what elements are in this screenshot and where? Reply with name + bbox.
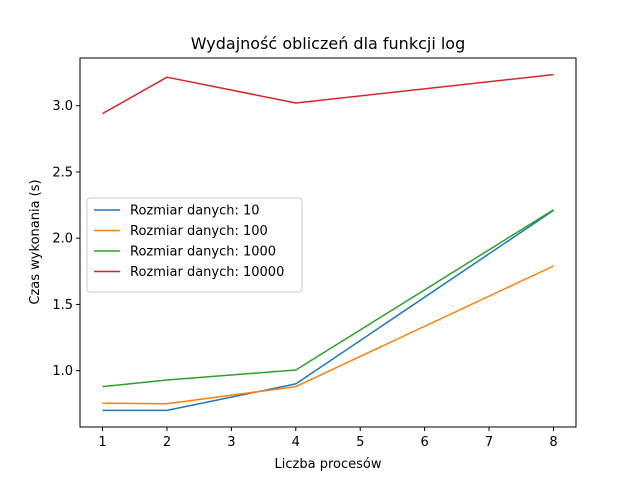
series-line-2 [102,265,554,405]
x-tick-label: 7 [485,435,493,450]
x-tick-label: 2 [163,435,171,450]
series-line-3 [102,209,554,388]
x-tick-label: 3 [227,435,235,450]
y-tick-label: 2.5 [52,165,73,180]
legend-entry: Rozmiar danych: 10 [130,204,260,219]
legend-entry: Rozmiar danych: 1000 [130,245,276,260]
x-axis-ticks: 1 2 3 4 5 6 7 8 [98,427,558,450]
legend-entry: Rozmiar danych: 100 [130,224,268,239]
legend: Rozmiar danych: 10 Rozmiar danych: 100 Roz… [86,197,303,293]
y-tick-label: 1.0 [52,364,73,379]
x-tick-label: 6 [420,435,428,450]
x-axis-label: Liczba procesów [275,457,382,472]
chart-title: Wydajność obliczeń dla funkcji log [191,34,466,53]
legend-box [86,197,303,293]
y-tick-label: 3.0 [52,99,73,114]
y-tick-label: 2.0 [52,232,73,247]
series-line-4 [102,73,554,115]
x-tick-label: 5 [356,435,364,450]
x-tick-label: 1 [98,435,106,450]
x-tick-label: 8 [549,435,557,450]
series-line-1 [102,209,554,412]
y-axis-label: Czas wykonania (s) [28,179,43,304]
y-tick-label: 1.5 [52,298,73,313]
x-tick-label: 4 [292,435,300,450]
plot-frame [79,57,577,428]
plot-lines [102,73,554,412]
legend-entry: Rozmiar danych: 10000 [130,265,284,280]
y-axis-ticks: 1.0 1.5 2.0 2.5 3.0 [52,99,80,379]
